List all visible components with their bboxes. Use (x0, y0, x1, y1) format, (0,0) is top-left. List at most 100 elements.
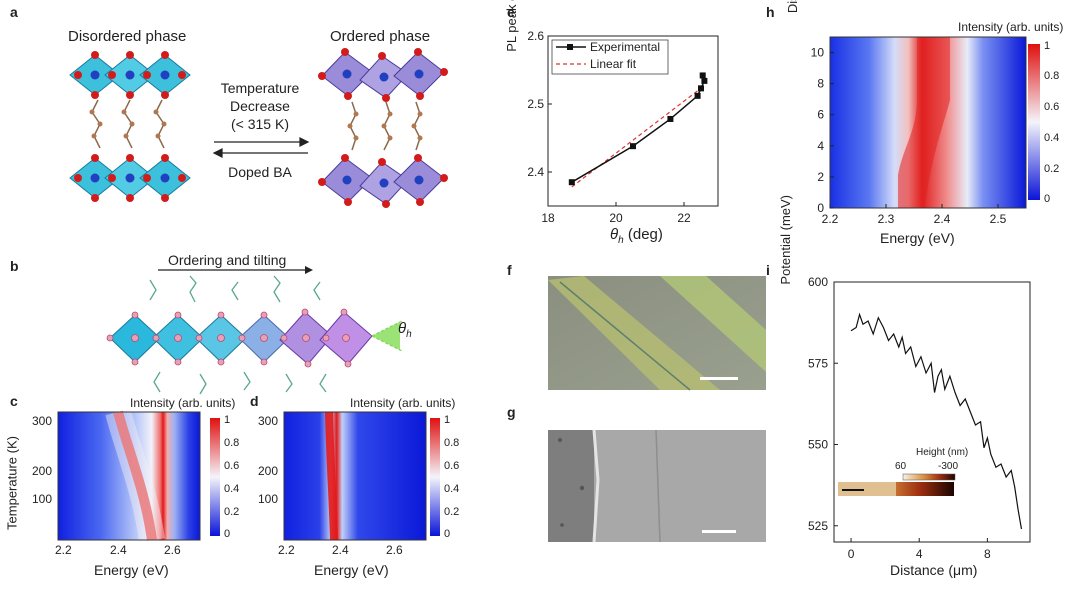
scale-bar-g (702, 530, 736, 533)
cbar-h-0: 0 (1044, 193, 1051, 205)
intensity-label-d: Intensity (arb. units) (350, 396, 456, 410)
cbar-h-1: 1 (1044, 40, 1051, 52)
panel-b (106, 266, 403, 395)
panel-c (57, 408, 220, 542)
xlabel-d: Energy (eV) (314, 562, 389, 578)
series-experimental (571, 75, 706, 183)
xlabel-e: θh (deg) (610, 226, 663, 246)
frame-c (57, 411, 201, 541)
xtick-label-h: 2.5 (990, 212, 1007, 226)
data-point-experimental (667, 115, 674, 122)
legend-experimental: Experimental (590, 40, 661, 54)
panel-i: 0 4 8 525 550 575 600 (808, 275, 1031, 561)
ordered-phase-title: Ordered phase (330, 28, 431, 45)
disordered-structure (69, 51, 191, 202)
xlabel-c: Energy (eV) (94, 562, 169, 578)
intensity-label-c: Intensity (arb. units) (130, 396, 236, 410)
peak-ridge-c (113, 410, 157, 541)
ytick-label-h: 2 (817, 170, 824, 184)
data-point-experimental (630, 143, 636, 150)
xtick-label-h: 2.2 (822, 212, 839, 226)
data-point-experimental (699, 72, 706, 79)
scale-bar-i (842, 489, 864, 491)
cbar-h-0.6: 0.6 (1044, 101, 1060, 113)
arrow-label-line-2: Decrease (230, 98, 290, 114)
organic-chains-left (91, 99, 165, 149)
cbar-c-0.2: 0.2 (224, 506, 240, 518)
colorbar-c (210, 418, 220, 536)
xlabel-h: Energy (eV) (880, 230, 955, 246)
panel-label-b: b (10, 258, 19, 274)
peak-ridge-d (325, 411, 338, 541)
colorbar-d (430, 418, 440, 536)
xtick-d-2.2: 2.2 (278, 543, 295, 557)
cbar-c-0.8: 0.8 (224, 437, 240, 449)
panel-g (548, 429, 766, 543)
panel-label-i: i (766, 262, 770, 278)
cbar-d-0.8: 0.8 (444, 437, 460, 449)
ytick-label-i: 550 (808, 438, 828, 452)
xtick-c-2.6: 2.6 (164, 543, 181, 557)
intensity-label-h: Intensity (arb. units) (958, 20, 1064, 34)
chains-b-top (149, 275, 321, 303)
ytick-label-i: 575 (808, 356, 828, 370)
ytick-label-e: 2.4 (527, 165, 544, 179)
inset-tick-neg300: -300 (938, 461, 959, 472)
cbar-d-0.2: 0.2 (444, 506, 460, 518)
ytick-label-e: 2.6 (527, 29, 544, 43)
panel-label-a: a (10, 4, 18, 20)
octahedra-top-right (318, 48, 448, 102)
octahedra-bottom-left (69, 154, 191, 202)
data-point-experimental (694, 92, 701, 99)
ytick-c-200: 200 (32, 464, 53, 478)
ordering-tilting-label: Ordering and tilting (168, 252, 287, 268)
chain-atoms-left (89, 109, 167, 139)
cbar-c-0.6: 0.6 (224, 460, 240, 472)
ytick-label-i: 600 (808, 275, 828, 289)
xtick-c-2.2: 2.2 (55, 543, 72, 557)
panel-h (829, 36, 1040, 209)
ordering-arrow-head (305, 266, 313, 274)
ytick-label-h: 6 (817, 108, 824, 122)
panel-label-g: g (507, 404, 516, 420)
axes-h: 2.2 2.3 2.4 2.5 0 2 4 6 8 10 (811, 46, 1007, 226)
arrow-label-line-3: (< 315 K) (231, 116, 289, 132)
cbar-c-1: 1 (224, 414, 231, 426)
xtick-label-h: 2.4 (934, 212, 951, 226)
tilt-angle-wedge (372, 322, 400, 350)
ylabel-c: Temperature (K) (4, 436, 20, 530)
xtick-label-i: 8 (984, 547, 991, 561)
xtick-d-2.4: 2.4 (332, 543, 349, 557)
ordered-structure (318, 48, 448, 208)
backward-arrow-head (212, 148, 223, 158)
ytick-d-100: 100 (258, 492, 279, 506)
chain-atoms-right (347, 111, 423, 141)
cbar-h-0.8: 0.8 (1044, 70, 1060, 82)
cbar-h-0.4: 0.4 (1044, 132, 1060, 144)
panel-label-d: d (250, 393, 259, 409)
panel-label-e: e (507, 4, 515, 20)
cbar-h-0.2: 0.2 (1044, 163, 1060, 175)
cbar-c-0: 0 (224, 528, 231, 540)
inset-height-label: Height (nm) (916, 447, 969, 458)
peak-band-h (898, 37, 950, 208)
forward-arrow-head (299, 137, 310, 147)
inset-tick-60: 60 (895, 461, 907, 472)
data-point-experimental (568, 179, 575, 186)
ytick-label-h: 8 (817, 77, 824, 91)
xtick-d-2.6: 2.6 (386, 543, 403, 557)
cbar-d-0.4: 0.4 (444, 483, 460, 495)
ytick-c-300: 300 (32, 414, 53, 428)
cbar-c-0.4: 0.4 (224, 483, 240, 495)
cbar-d-1: 1 (444, 414, 451, 426)
xtick-label-e: 18 (541, 211, 555, 225)
cbar-d-0: 0 (444, 528, 451, 540)
xtick-label-i: 0 (848, 547, 855, 561)
colorbar-h (1028, 44, 1040, 200)
plot-area-e: 18 20 22 2.4 2.5 2.6 (527, 29, 708, 225)
frame-e (547, 35, 719, 207)
panel-label-h: h (766, 4, 775, 20)
series-potential (850, 312, 1023, 530)
cbar-d-0.6: 0.6 (444, 460, 460, 472)
ytick-label-e: 2.5 (527, 97, 544, 111)
